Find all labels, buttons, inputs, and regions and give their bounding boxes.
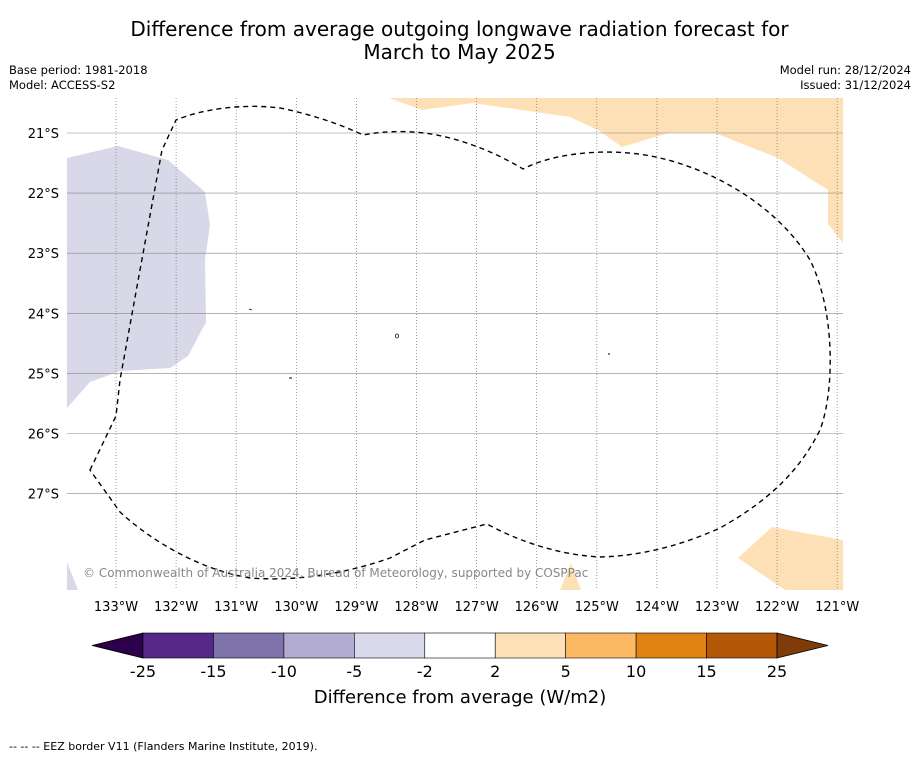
copyright-notice: © Commonwealth of Australia 2024, Bureau… [83, 566, 588, 580]
colorbar-tick-labels: -25 -15 -10 -5 -2 2 5 10 15 25 [130, 662, 787, 681]
colorbar-tick: -15 [200, 662, 226, 681]
base-period: Base period: 1981-2018 [9, 63, 148, 77]
latitude-label: 25°S [28, 367, 59, 382]
colorbar-extend-high [776, 632, 829, 659]
info-left: Base period: 1981-2018 Model: ACCESS-S2 [9, 63, 148, 93]
issued-date: Issued: 31/12/2024 [800, 78, 911, 92]
latitude-label: 22°S [28, 187, 59, 202]
colorbar-tick: -5 [346, 662, 362, 681]
map-background [67, 98, 843, 590]
colorbar-tick: 2 [490, 662, 500, 681]
colorbar-segment [424, 632, 496, 659]
latitude-label: 26°S [28, 428, 59, 443]
longitude-label: 122°W [755, 600, 799, 615]
longitude-label: 121°W [815, 600, 859, 615]
longitude-label: 127°W [455, 600, 499, 615]
above-average-region-southeast [738, 527, 843, 590]
above-average-region-south [560, 563, 581, 590]
longitude-label: 124°W [635, 600, 679, 615]
colorbar-tick: -25 [130, 662, 156, 681]
latitude-label: 21°S [28, 127, 59, 142]
colorbar-tick: 10 [626, 662, 646, 681]
colorbar-tick: -10 [271, 662, 297, 681]
colorbar-extend-low [91, 632, 144, 659]
above-average-region-north [389, 98, 843, 243]
colorbar-segment [283, 632, 355, 659]
latitude-labels: 21°S 22°S 23°S 24°S 25°S 26°S 27°S [28, 127, 59, 503]
longitude-label: 129°W [334, 600, 378, 615]
longitude-label: 130°W [274, 600, 318, 615]
colorbar-segment [706, 632, 778, 659]
longitude-label: 125°W [575, 600, 619, 615]
model-name: Model: ACCESS-S2 [9, 78, 116, 92]
map-title: Difference from average outgoing longwav… [0, 18, 919, 64]
below-average-corner [67, 562, 78, 590]
title-line-1: Difference from average outgoing longwav… [130, 17, 789, 41]
eez-border [89, 105, 831, 580]
title-line-2: March to May 2025 [363, 40, 556, 64]
colorbar-tick: -2 [417, 662, 433, 681]
island-marker [394, 333, 399, 339]
longitude-label: 128°W [394, 600, 438, 615]
latitude-label: 27°S [28, 488, 59, 503]
colorbar-tick: 15 [696, 662, 716, 681]
latitude-label: 23°S [28, 247, 59, 262]
longitude-label: 123°W [695, 600, 739, 615]
colorbar [91, 632, 829, 659]
eez-footnote: -- -- -- EEZ border V11 (Flanders Marine… [9, 740, 318, 753]
island-marker [248, 308, 253, 311]
longitude-labels: 133°W 132°W 131°W 130°W 129°W 128°W 127°W 126°W… [94, 600, 860, 615]
model-run: Model run: 28/12/2024 [779, 63, 911, 77]
colorbar-segment [635, 632, 707, 659]
colorbar-segment [494, 632, 566, 659]
colorbar-label: Difference from average (W/m2) [314, 687, 606, 708]
longitude-label: 131°W [214, 600, 258, 615]
info-right: Model run: 28/12/2024 Issued: 31/12/2024 [780, 63, 911, 93]
longitude-label: 126°W [515, 600, 559, 615]
longitude-label: 133°W [94, 600, 138, 615]
colorbar-tick: 5 [561, 662, 571, 681]
graticule [67, 98, 843, 590]
colorbar-segment [565, 632, 637, 659]
colorbar-segment [354, 632, 426, 659]
colorbar-tick: 25 [767, 662, 787, 681]
map-panel: © Commonwealth of Australia 2024, Bureau… [67, 98, 843, 590]
latitude-label: 24°S [28, 307, 59, 322]
colorbar-segment [213, 632, 285, 659]
colorbar-segment [142, 632, 214, 659]
longitude-label: 132°W [154, 600, 198, 615]
